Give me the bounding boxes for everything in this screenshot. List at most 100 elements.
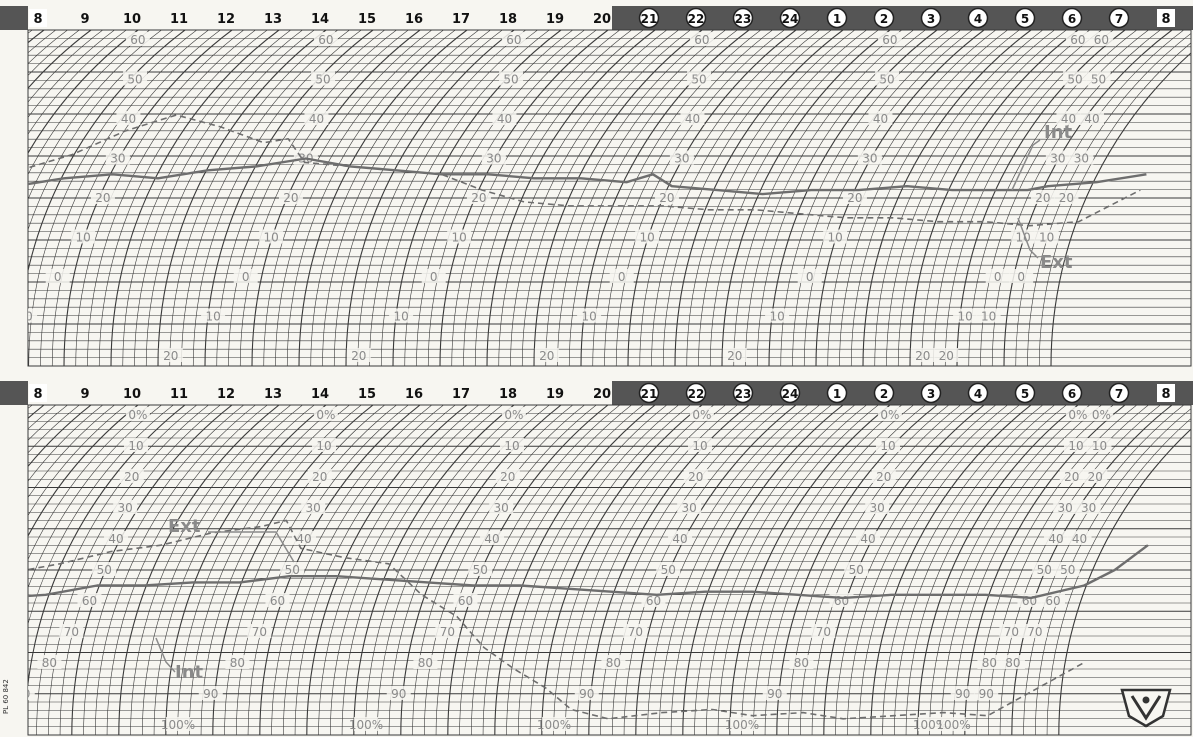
grid-arc	[318, 405, 479, 735]
grid-arc	[228, 30, 397, 366]
grid-arc	[518, 405, 679, 735]
scale-label: 20	[688, 470, 703, 484]
hour-circle	[638, 382, 660, 404]
scale-label-bg	[123, 438, 148, 452]
hour-box	[1157, 9, 1175, 27]
grid-arc	[75, 30, 244, 366]
grid-arc	[600, 405, 761, 735]
scale-label-bg	[1083, 469, 1108, 483]
hour-label: 19	[546, 387, 564, 402]
scale-label-bg	[280, 562, 305, 576]
scale-label: 100%	[537, 718, 571, 732]
grid-arc	[447, 405, 609, 735]
scale-label-bg	[389, 308, 414, 323]
scale-label-bg	[857, 150, 882, 165]
scale-label-bg	[247, 624, 272, 638]
hour-circle	[826, 7, 848, 29]
grid-arc	[941, 405, 1102, 735]
scale-label-bg	[789, 655, 814, 669]
scale-label-bg	[1034, 229, 1059, 244]
scale-label-bg	[225, 655, 250, 669]
grid-arc	[28, 30, 174, 231]
scale-label-bg	[453, 593, 478, 607]
grid-arc	[118, 405, 280, 735]
hour-label: 13	[264, 387, 282, 402]
scale-label-bg	[354, 717, 379, 731]
grid-arc	[1027, 33, 1191, 366]
scale-label-bg	[762, 686, 787, 700]
grid-arc	[553, 405, 714, 735]
scale-label: 0	[430, 270, 438, 284]
scale-label-bg	[104, 531, 129, 545]
scale-label: 100%	[913, 718, 947, 732]
scale-label-bg	[501, 407, 526, 421]
scale-label: 10	[957, 310, 972, 324]
grid-lines: 60 50 40 30 20 10 0 10 20 60 50 40 30 20 10 0 10 20 60 50 40…	[28, 30, 1191, 366]
scale-label: 50	[97, 563, 112, 577]
grid-arc	[753, 405, 914, 735]
hour-label: 7	[1115, 12, 1123, 26]
scale-label: 50	[503, 73, 518, 87]
scale-label: 60	[130, 33, 145, 47]
scale-label-bg	[635, 229, 660, 244]
grid-arc	[870, 405, 1032, 735]
scale-label-bg	[125, 407, 150, 421]
hour-label: 10	[123, 12, 141, 27]
scale-label: 0%	[504, 408, 523, 422]
grid-arc	[471, 405, 632, 735]
scale-label: 40	[121, 112, 136, 126]
scale-label: 20	[659, 191, 674, 205]
grid-arc	[698, 30, 867, 366]
scale-label: 50	[691, 73, 706, 87]
grid-arc	[416, 30, 585, 366]
grid-arc	[36, 405, 197, 735]
grid-arc	[122, 30, 291, 366]
grid-arc	[169, 30, 338, 366]
scale-label: 50	[127, 73, 142, 87]
scale-label: 70	[440, 625, 455, 639]
hour-circle	[873, 7, 895, 29]
scale-label-bg	[1059, 469, 1084, 483]
scale-label: 40	[484, 532, 499, 546]
grid-arc	[756, 30, 926, 366]
hour-band-night	[612, 6, 1193, 30]
grid-arc	[310, 30, 479, 366]
grid-arc	[380, 30, 550, 366]
grid-arc	[741, 405, 902, 735]
scale-label: 20	[95, 191, 110, 205]
grid-arc	[28, 405, 150, 561]
scale-label: 10	[769, 310, 784, 324]
scale-label-bg	[113, 500, 138, 514]
scale-label: 60	[458, 594, 473, 608]
scale-label: 20	[124, 470, 139, 484]
annotation-label: Ext	[168, 516, 201, 537]
scale-label: 50	[1067, 73, 1082, 87]
scale-label: 20	[1059, 191, 1074, 205]
scale-label-bg	[71, 229, 96, 244]
scale-label-bg	[119, 469, 144, 483]
grid-arc	[48, 405, 209, 735]
scale-label-bg	[311, 438, 336, 452]
series-line-int	[28, 157, 1147, 196]
grid-arc	[28, 405, 80, 454]
scale-label: 30	[494, 501, 509, 515]
grid-arc	[917, 405, 1079, 735]
grid-arc	[259, 405, 421, 735]
scale-label-bg	[90, 190, 115, 204]
scale-label: 0%	[1092, 408, 1111, 422]
hour-circle	[920, 7, 942, 29]
grid-arc	[721, 30, 891, 366]
scale-label: 20	[1064, 470, 1079, 484]
scale-label: 20	[539, 349, 554, 363]
grid-arc	[897, 30, 1067, 366]
scale-label: 0	[54, 270, 62, 284]
hour-circle	[967, 382, 989, 404]
scale-label-bg	[492, 111, 517, 125]
grid-arc	[333, 30, 503, 366]
scale-label-bg	[158, 348, 183, 362]
scale-label: 50	[661, 563, 676, 577]
hour-label: 21	[641, 12, 658, 26]
scale-label-bg	[386, 686, 411, 700]
scale-label: 50	[1060, 563, 1075, 577]
scale-label-bg	[233, 269, 258, 283]
